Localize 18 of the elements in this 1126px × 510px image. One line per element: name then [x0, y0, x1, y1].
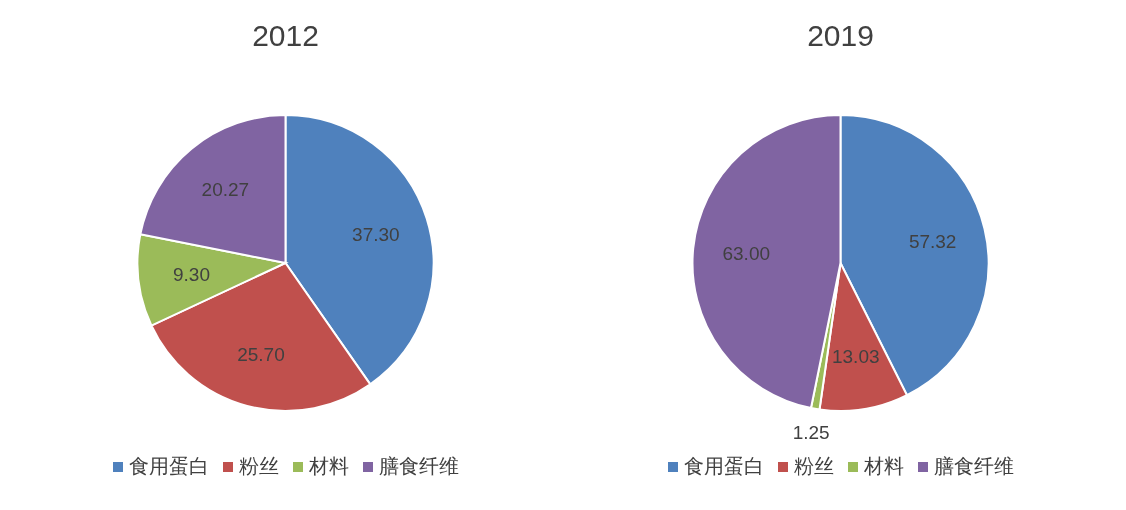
legend-label: 粉丝: [792, 454, 834, 479]
legend-label: 食用蛋白: [127, 454, 209, 479]
chart-title: 2012: [251, 18, 320, 54]
data-label: 25.70: [237, 343, 285, 365]
data-label: 57.32: [908, 230, 957, 252]
chart-title: 2019: [806, 18, 875, 54]
data-label: 37.30: [352, 224, 400, 246]
legend-label: 材料: [862, 454, 904, 479]
data-label: 63.00: [722, 243, 771, 265]
data-label: 1.25: [792, 421, 830, 443]
data-label: 13.03: [831, 345, 880, 367]
data-label: 9.30: [172, 263, 210, 285]
legend-label: 粉丝: [237, 454, 279, 479]
legend-label: 材料: [307, 454, 349, 479]
legend-label: 食用蛋白: [682, 454, 764, 479]
legend-label: 膳食纤维: [932, 454, 1014, 479]
legend-label: 膳食纤维: [377, 454, 459, 479]
data-label: 20.27: [201, 179, 250, 201]
